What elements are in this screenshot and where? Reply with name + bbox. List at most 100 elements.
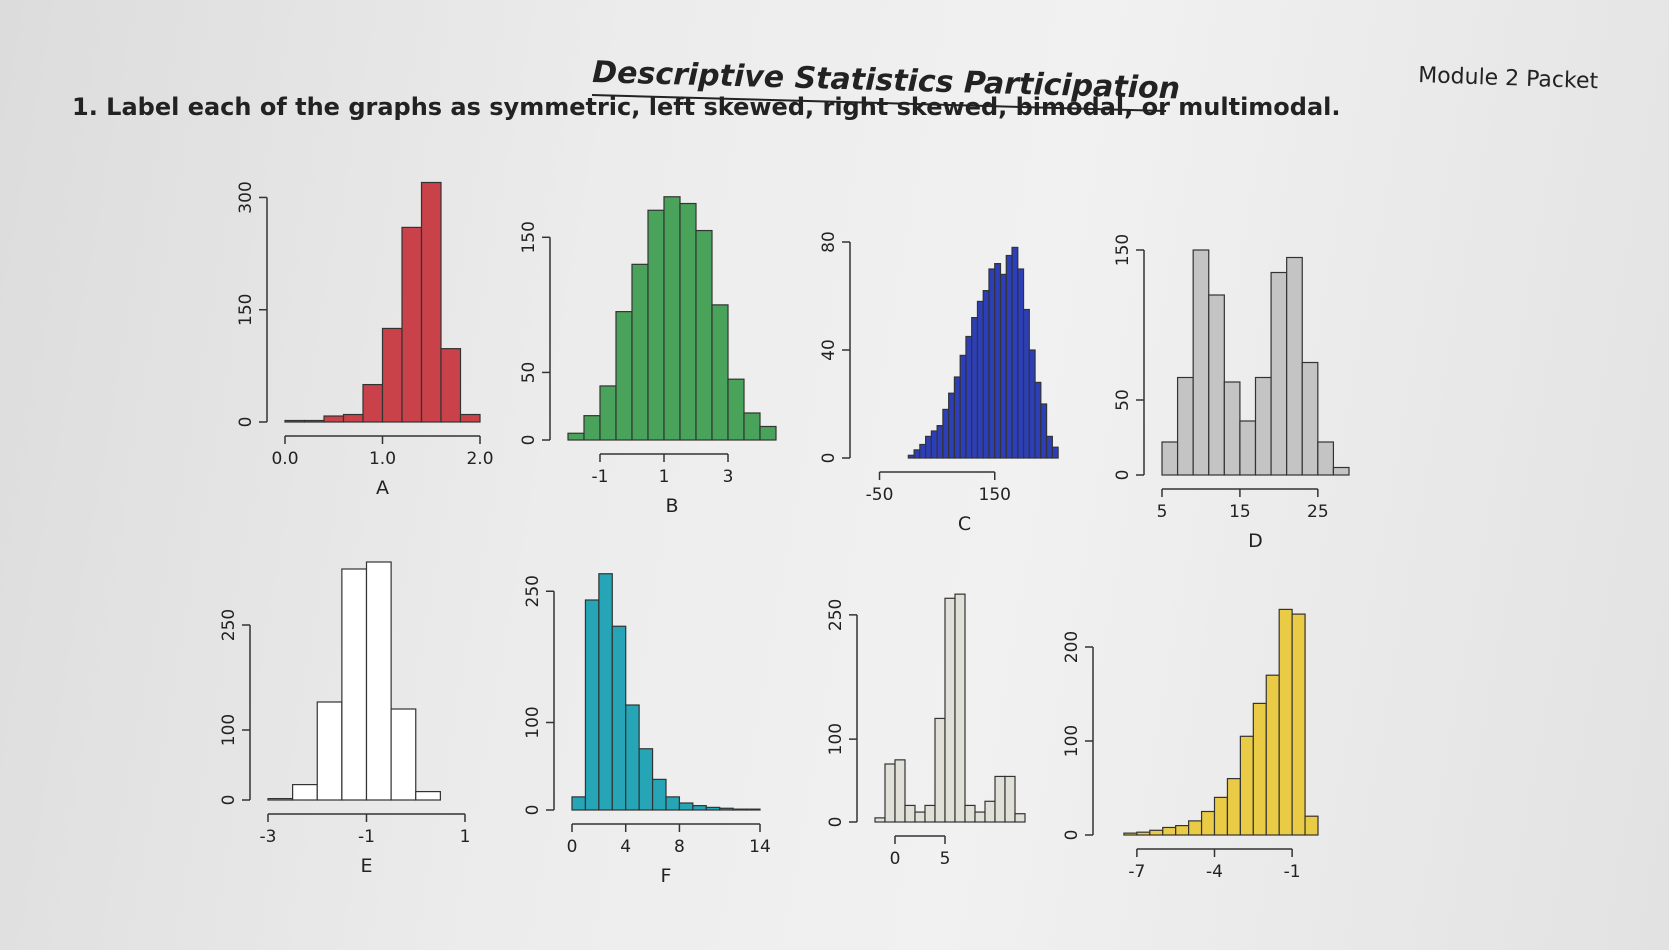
bar [711,304,729,441]
x-tick-label: 25 [1307,502,1329,522]
bar [727,378,745,441]
bar [1317,441,1335,476]
bar [584,599,600,811]
bar [678,802,694,811]
x-tick-label: 0 [567,837,578,857]
bar [745,808,761,811]
question: 1. Label each of the graphs as symmetric… [72,93,1341,121]
bar [732,808,748,811]
bar [894,759,906,823]
bar [942,408,950,459]
bar [1175,824,1190,836]
bar [1017,268,1025,459]
bar [994,775,1006,823]
bar [284,419,306,423]
y-tick-label: 0 [1062,830,1082,841]
bar [1226,777,1241,836]
y-tick-label: 50 [1113,389,1133,411]
bar [598,573,613,811]
x-tick-label: 15 [1229,502,1251,522]
bar [971,317,979,459]
bar [303,419,325,423]
bar [994,263,1002,459]
bar [571,796,587,811]
bar [1011,246,1019,459]
bar [1304,815,1319,836]
bar [914,811,926,823]
bar [974,811,986,823]
y-tick-label: 40 [819,339,839,361]
x-tick-label: 8 [674,837,685,857]
bar [651,778,667,811]
y-tick-label: 100 [1062,725,1082,757]
bar [1014,813,1026,823]
x-tick-label: 150 [979,485,1011,505]
y-tick-label: 80 [819,231,839,253]
x-tick-label: -7 [1128,862,1145,882]
bar [1239,735,1254,836]
chart-caption: E [360,855,372,877]
bar [1192,249,1210,476]
bar [953,376,961,459]
x-tick-label: -1 [358,827,375,847]
bar [719,807,734,811]
y-tick-label: 150 [236,294,256,326]
bar [1265,674,1280,836]
bar [342,413,364,423]
bar [599,385,617,441]
x-tick-label: -1 [592,467,609,487]
bar [567,432,585,441]
bar [420,181,442,423]
y-tick-label: 0 [523,805,543,816]
bar [1034,381,1042,459]
bar [1022,308,1030,459]
bar [984,800,996,823]
y-tick-label: 0 [819,453,839,464]
bar [948,392,956,459]
bar [988,268,996,459]
bar [1149,829,1164,836]
bar [976,300,984,459]
bar [1123,832,1138,836]
bar [615,311,633,441]
bar [1188,820,1203,836]
y-tick-label: 0 [219,795,239,806]
y-tick-label: 0 [236,417,256,428]
bar [1223,381,1241,476]
bar [631,263,649,441]
bar [1332,466,1350,476]
bar [695,229,713,441]
bar [1161,441,1179,476]
bar [647,209,665,441]
x-tick-label: 2.0 [466,449,493,469]
y-tick-label: 100 [826,723,846,755]
chart-caption: F [661,865,672,887]
bar [665,796,681,811]
bar [1045,435,1053,459]
bar [267,797,294,801]
x-tick-label: 0.0 [271,449,298,469]
x-tick-label: 1 [460,827,471,847]
bar [1051,446,1059,459]
bar [583,415,601,441]
x-tick-label: -1 [1284,862,1301,882]
y-tick-label: 200 [1062,631,1082,663]
x-tick-label: 14 [749,837,771,857]
bar [925,435,932,459]
bar [625,704,640,811]
bar [1291,613,1306,836]
bar [323,415,345,423]
bar [919,443,927,459]
bar [638,748,654,811]
x-tick-label: 1 [659,467,670,487]
bar [1254,376,1272,476]
bar [913,449,921,459]
bar [1278,608,1293,836]
bar [1270,271,1288,476]
bar [904,804,916,823]
bar [1028,349,1036,459]
bar [944,597,956,823]
x-tick-label: 5 [940,849,951,869]
x-tick-label: -3 [260,827,277,847]
